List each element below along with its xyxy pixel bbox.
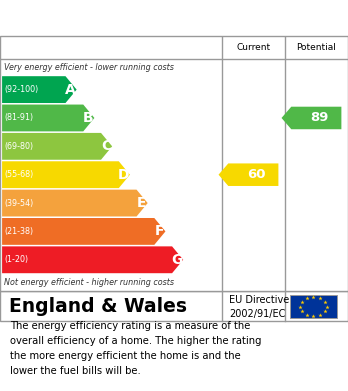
Polygon shape — [2, 218, 165, 245]
Polygon shape — [2, 76, 77, 103]
Text: EU Directive
2002/91/EC: EU Directive 2002/91/EC — [229, 294, 289, 319]
Text: E: E — [137, 196, 146, 210]
Text: Potential: Potential — [296, 43, 336, 52]
Text: Not energy efficient - higher running costs: Not energy efficient - higher running co… — [4, 278, 174, 287]
Polygon shape — [282, 107, 341, 129]
Text: (55-68): (55-68) — [4, 170, 33, 179]
Text: D: D — [118, 168, 129, 182]
Text: (21-38): (21-38) — [4, 227, 33, 236]
Text: A: A — [65, 83, 76, 97]
Polygon shape — [2, 133, 112, 160]
Polygon shape — [2, 190, 148, 217]
Text: (92-100): (92-100) — [4, 85, 38, 94]
Polygon shape — [219, 163, 278, 186]
Text: B: B — [83, 111, 94, 125]
Text: Energy Efficiency Rating: Energy Efficiency Rating — [10, 9, 251, 27]
Text: (39-54): (39-54) — [4, 199, 33, 208]
Text: G: G — [172, 253, 183, 267]
Text: 89: 89 — [310, 111, 328, 124]
Polygon shape — [2, 161, 130, 188]
Polygon shape — [2, 104, 94, 131]
Text: (69-80): (69-80) — [4, 142, 33, 151]
Text: (81-91): (81-91) — [4, 113, 33, 122]
Polygon shape — [2, 246, 183, 273]
Text: F: F — [155, 224, 164, 239]
Text: England & Wales: England & Wales — [9, 297, 187, 316]
Text: 60: 60 — [247, 168, 266, 181]
Text: C: C — [101, 139, 111, 153]
Text: Very energy efficient - lower running costs: Very energy efficient - lower running co… — [4, 63, 174, 72]
Bar — [290, 295, 337, 318]
Text: Current: Current — [236, 43, 270, 52]
Text: The energy efficiency rating is a measure of the
overall efficiency of a home. T: The energy efficiency rating is a measur… — [10, 321, 262, 377]
Text: (1-20): (1-20) — [4, 255, 28, 264]
